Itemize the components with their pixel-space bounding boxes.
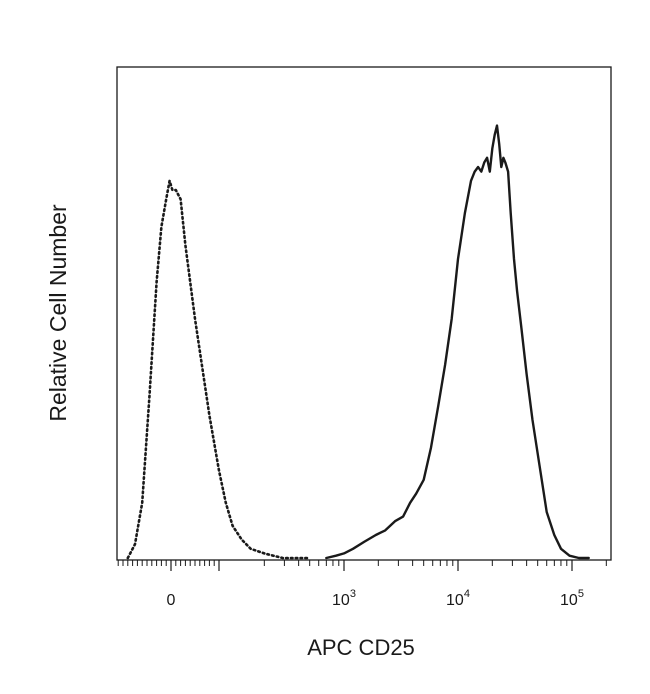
x-axis-minor-ticks xyxy=(117,560,607,566)
x-tick-label: 105 xyxy=(560,588,584,609)
plot-frame xyxy=(116,66,612,561)
x-tick-label-exponent: 3 xyxy=(350,588,356,600)
x-axis-major-ticks xyxy=(170,560,573,571)
histogram-series xyxy=(126,124,590,560)
x-tick-label: 0 xyxy=(167,592,176,609)
x-tick-label-base: 10 xyxy=(446,592,464,609)
x-tick-label: 104 xyxy=(446,588,470,609)
x-tick-label-exponent: 4 xyxy=(464,588,470,600)
x-axis-tick-labels: 0 103 104 105 xyxy=(167,588,584,609)
x-tick-label-base: 10 xyxy=(560,592,578,609)
x-tick-label-base: 0 xyxy=(167,592,176,609)
series-line-stained-solid xyxy=(325,124,590,560)
y-axis-label: Relative Cell Number xyxy=(45,204,71,422)
x-tick-label-base: 10 xyxy=(332,592,350,609)
x-tick-label: 103 xyxy=(332,588,356,609)
x-axis-label: APC CD25 xyxy=(307,635,415,660)
series-line-control-dotted xyxy=(126,179,311,560)
x-tick-label-exponent: 5 xyxy=(578,588,584,600)
